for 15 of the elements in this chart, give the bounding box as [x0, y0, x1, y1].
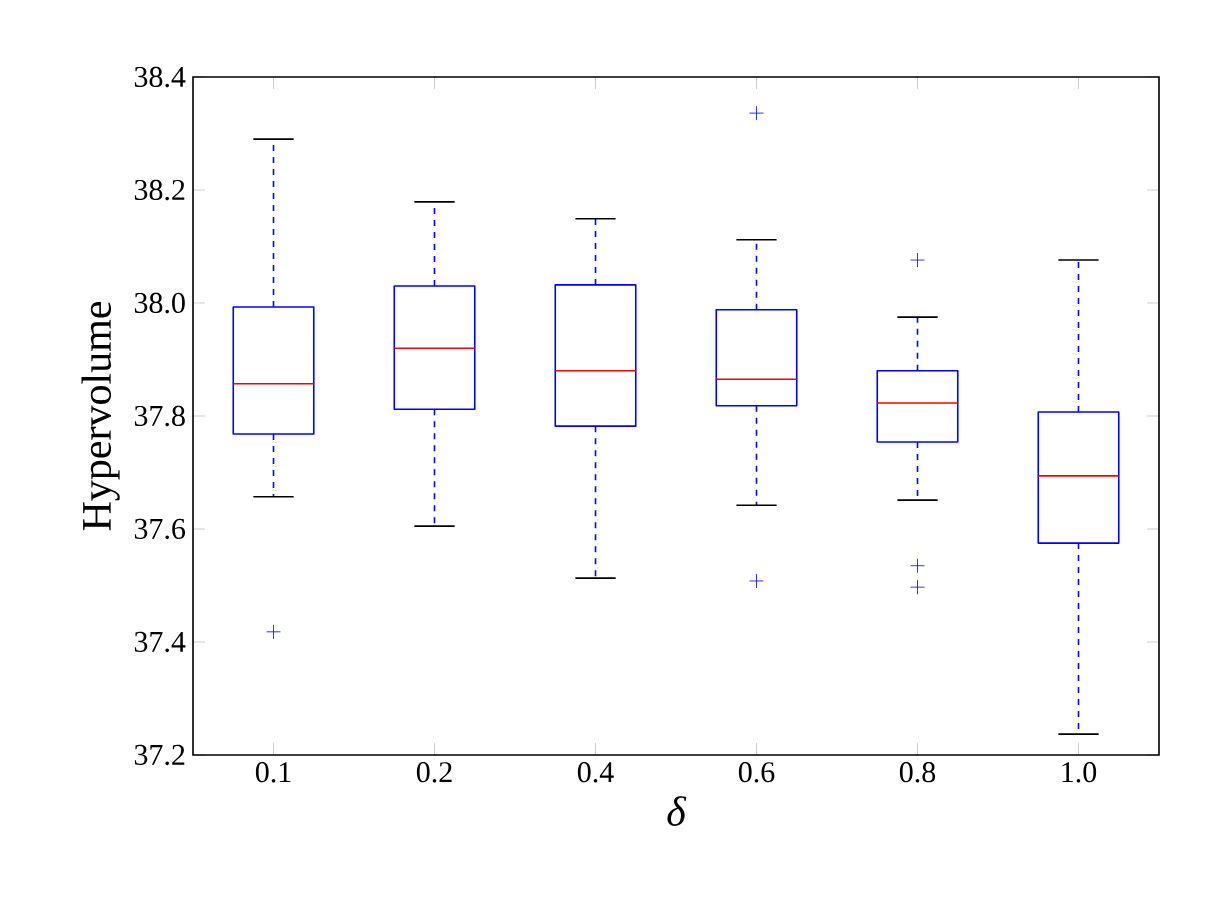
y-tick-label: 38.4: [134, 66, 186, 88]
y-tick-label: 38.0: [134, 292, 185, 314]
y-tick-label: 37.6: [134, 518, 186, 540]
y-tick-label: 37.8: [134, 405, 185, 427]
x-tick-label: 0.8: [899, 762, 936, 783]
x-tick-label: 0.2: [416, 762, 452, 783]
y-axis-title: Hypervolume: [81, 301, 120, 531]
y-tick-label: 37.2: [134, 744, 185, 766]
x-tick-label: 0.4: [577, 762, 614, 783]
x-axis-title: δ: [667, 796, 687, 826]
x-tick-label: 0.6: [738, 762, 775, 783]
x-tick-label: 0.1: [255, 762, 291, 783]
y-tick-label: 37.4: [134, 631, 186, 653]
y-tick-label: 38.2: [134, 179, 185, 201]
x-tick-label: 1.0: [1062, 762, 1097, 783]
